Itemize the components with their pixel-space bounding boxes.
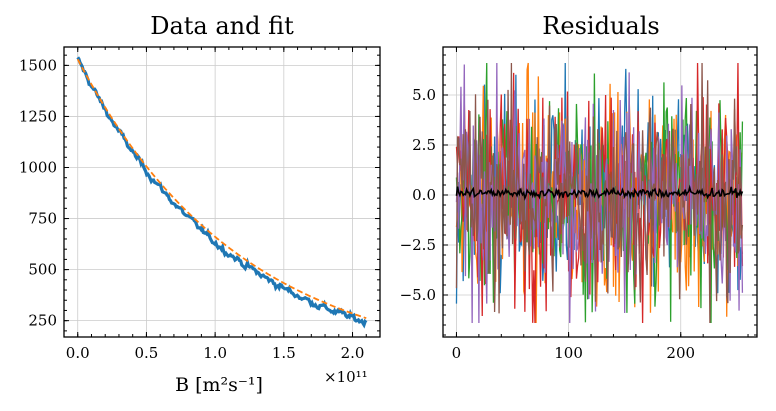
y-tick-label: 250 xyxy=(28,312,57,330)
y-tick-label: 2.5 xyxy=(412,136,436,154)
x-tick-label: 2.0 xyxy=(341,344,365,362)
x-tick-label: 1.0 xyxy=(203,344,227,362)
y-tick-label: 1250 xyxy=(19,107,57,125)
left-grid xyxy=(64,47,380,337)
left-title: Data and fit xyxy=(150,12,294,40)
x-tick-label: 1.5 xyxy=(272,344,296,362)
y-tick-label: −5.0 xyxy=(400,286,436,304)
x-tick-label: 0 xyxy=(452,344,462,362)
left-series xyxy=(76,56,368,329)
x-multiplier: ×10¹¹ xyxy=(324,368,368,386)
left-axes-frame xyxy=(63,46,381,338)
y-tick-label: 500 xyxy=(28,261,57,279)
y-tick-label: 1000 xyxy=(19,158,57,176)
y-tick-label: 750 xyxy=(28,210,57,228)
left-x-label: B [m²s⁻¹] xyxy=(175,374,263,396)
y-tick-label: 0.0 xyxy=(412,186,436,204)
right-ticks: 0 100 200 −5.0 −2.5 0.0 2.5 5.0 xyxy=(400,47,757,362)
y-tick-label: 5.0 xyxy=(412,86,436,104)
data-and-fit-panel: 0.0 0.5 1.0 1.5 2.0 250 500 750 1000 1250 1500 Dat… xyxy=(19,12,381,396)
right-series xyxy=(455,62,744,324)
y-tick-label: 1500 xyxy=(19,56,57,74)
right-axes-frame xyxy=(442,46,758,338)
fit-series-line xyxy=(76,58,367,320)
x-tick-label: 100 xyxy=(554,344,583,362)
left-ticks: 0.0 0.5 1.0 1.5 2.0 250 500 750 1000 1250 1500 xyxy=(19,47,380,362)
y-tick-label: −2.5 xyxy=(400,236,436,254)
data-series-line xyxy=(76,56,368,329)
right-title: Residuals xyxy=(542,12,659,40)
residuals-panel: 0 100 200 −5.0 −2.5 0.0 2.5 5.0 Residuals xyxy=(400,12,758,362)
mean-residual-line xyxy=(455,184,744,201)
residual-6-line xyxy=(455,62,744,324)
x-tick-label: 0.0 xyxy=(66,344,90,362)
x-tick-label: 200 xyxy=(666,344,695,362)
x-tick-label: 0.5 xyxy=(135,344,159,362)
